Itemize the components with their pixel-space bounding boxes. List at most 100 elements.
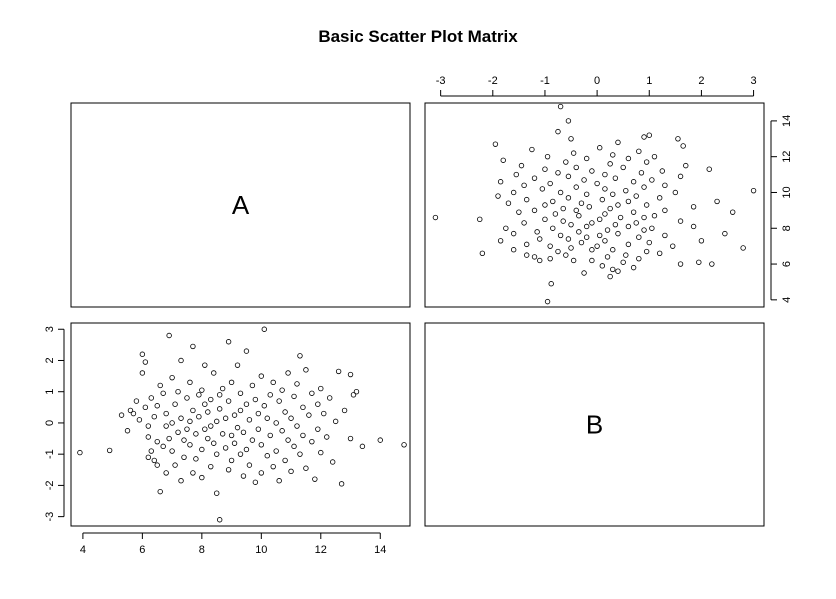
data-point-a-vs-b — [219, 431, 226, 437]
data-point-a-vs-b — [196, 392, 202, 398]
x-tick-label-bottom: 12 — [315, 544, 327, 556]
data-point-a-vs-b — [329, 459, 336, 465]
x-tick-label-top: 0 — [594, 75, 600, 87]
data-point-b-vs-a — [510, 230, 517, 237]
chart-title: Basic Scatter Plot Matrix — [318, 27, 518, 46]
data-point-b-vs-a — [615, 202, 621, 208]
data-point-a-vs-b — [216, 406, 223, 412]
data-point-b-vs-a — [557, 189, 564, 196]
data-point-b-vs-a — [662, 232, 668, 239]
data-point-a-vs-b — [124, 428, 131, 434]
data-point-b-vs-a — [581, 270, 587, 276]
diagonal-label-a: A — [232, 190, 250, 220]
data-point-b-vs-a — [722, 230, 728, 237]
data-point-b-vs-a — [597, 232, 603, 239]
data-point-b-vs-a — [565, 173, 572, 180]
data-point-b-vs-a — [560, 205, 566, 212]
data-point-a-vs-b — [133, 398, 140, 404]
data-point-a-vs-b — [145, 434, 152, 440]
data-point-a-vs-b — [347, 435, 354, 442]
data-point-b-vs-a — [578, 200, 585, 206]
data-point-a-vs-b — [163, 423, 169, 429]
data-point-a-vs-b — [225, 398, 232, 404]
data-point-a-vs-b — [258, 442, 265, 448]
x-tick-label-bottom: 14 — [374, 544, 386, 556]
x-tick-label-bottom: 8 — [199, 544, 205, 556]
data-point-a-vs-b — [211, 370, 217, 376]
data-point-a-vs-b — [359, 443, 366, 450]
data-point-b-vs-a — [586, 204, 592, 210]
data-point-b-vs-a — [583, 223, 590, 230]
data-point-b-vs-a — [581, 177, 587, 183]
data-point-b-vs-a — [524, 241, 530, 248]
data-point-a-vs-b — [130, 410, 137, 417]
data-point-a-vs-b — [270, 379, 276, 386]
x-tick-label-bottom: 4 — [80, 544, 86, 556]
data-point-a-vs-b — [291, 443, 297, 450]
data-point-a-vs-b — [219, 385, 226, 392]
data-point-a-vs-b — [297, 451, 303, 457]
data-point-b-vs-a — [651, 213, 658, 219]
data-point-a-vs-b — [178, 415, 184, 421]
data-point-a-vs-b — [77, 449, 83, 456]
data-point-a-vs-b — [154, 438, 160, 445]
data-point-a-vs-b — [169, 448, 175, 454]
data-point-b-vs-a — [625, 155, 632, 162]
y-tick-label-right: 12 — [781, 151, 793, 163]
data-point-b-vs-a — [615, 268, 621, 274]
data-point-b-vs-a — [656, 195, 663, 201]
data-point-b-vs-a — [570, 150, 577, 156]
data-point-a-vs-b — [202, 426, 208, 432]
data-point-a-vs-b — [300, 432, 306, 439]
data-point-b-vs-a — [573, 164, 579, 171]
data-point-a-vs-b — [190, 407, 196, 414]
data-point-b-vs-a — [709, 261, 715, 267]
data-point-a-vs-b — [169, 420, 175, 426]
data-point-a-vs-b — [193, 431, 199, 437]
data-point-b-vs-a — [633, 193, 639, 199]
data-point-a-vs-b — [208, 423, 214, 429]
data-point-a-vs-b — [270, 463, 276, 470]
data-point-a-vs-b — [255, 426, 262, 432]
data-point-a-vs-b — [163, 470, 169, 476]
data-point-b-vs-a — [544, 153, 551, 160]
data-point-a-vs-b — [187, 379, 193, 386]
data-point-b-vs-a — [479, 250, 486, 257]
data-point-a-vs-b — [205, 435, 211, 442]
data-point-b-vs-a — [548, 281, 554, 287]
data-point-b-vs-a — [690, 223, 697, 230]
data-point-a-vs-b — [327, 395, 333, 401]
data-point-a-vs-b — [136, 417, 143, 423]
data-point-a-vs-b — [377, 437, 383, 443]
data-point-b-vs-a — [573, 207, 579, 214]
data-point-a-vs-b — [160, 390, 166, 396]
data-point-a-vs-b — [240, 429, 247, 436]
panel-frame-tr — [424, 102, 765, 308]
data-point-b-vs-a — [649, 177, 655, 183]
data-point-b-vs-a — [730, 209, 736, 215]
x-tick-label-top: -3 — [436, 75, 446, 87]
data-point-a-vs-b — [303, 465, 309, 471]
data-point-a-vs-b — [318, 385, 324, 392]
data-point-b-vs-a — [607, 273, 613, 280]
data-point-a-vs-b — [318, 449, 324, 456]
data-point-a-vs-b — [303, 367, 309, 373]
data-point-a-vs-b — [240, 473, 247, 479]
data-point-b-vs-a — [432, 214, 439, 221]
data-point-b-vs-a — [599, 196, 606, 203]
data-point-a-vs-b — [148, 395, 154, 401]
data-point-a-vs-b — [214, 490, 220, 496]
data-point-a-vs-b — [261, 326, 267, 332]
data-point-a-vs-b — [196, 413, 202, 420]
data-point-b-vs-a — [683, 162, 689, 169]
data-point-b-vs-a — [542, 216, 548, 223]
data-point-a-vs-b — [193, 456, 199, 462]
data-point-b-vs-a — [537, 236, 543, 242]
data-point-a-vs-b — [205, 409, 211, 415]
data-point-b-vs-a — [625, 241, 632, 248]
data-point-a-vs-b — [222, 445, 229, 451]
data-point-b-vs-a — [597, 145, 603, 151]
data-point-b-vs-a — [583, 191, 590, 197]
data-point-a-vs-b — [151, 413, 157, 420]
